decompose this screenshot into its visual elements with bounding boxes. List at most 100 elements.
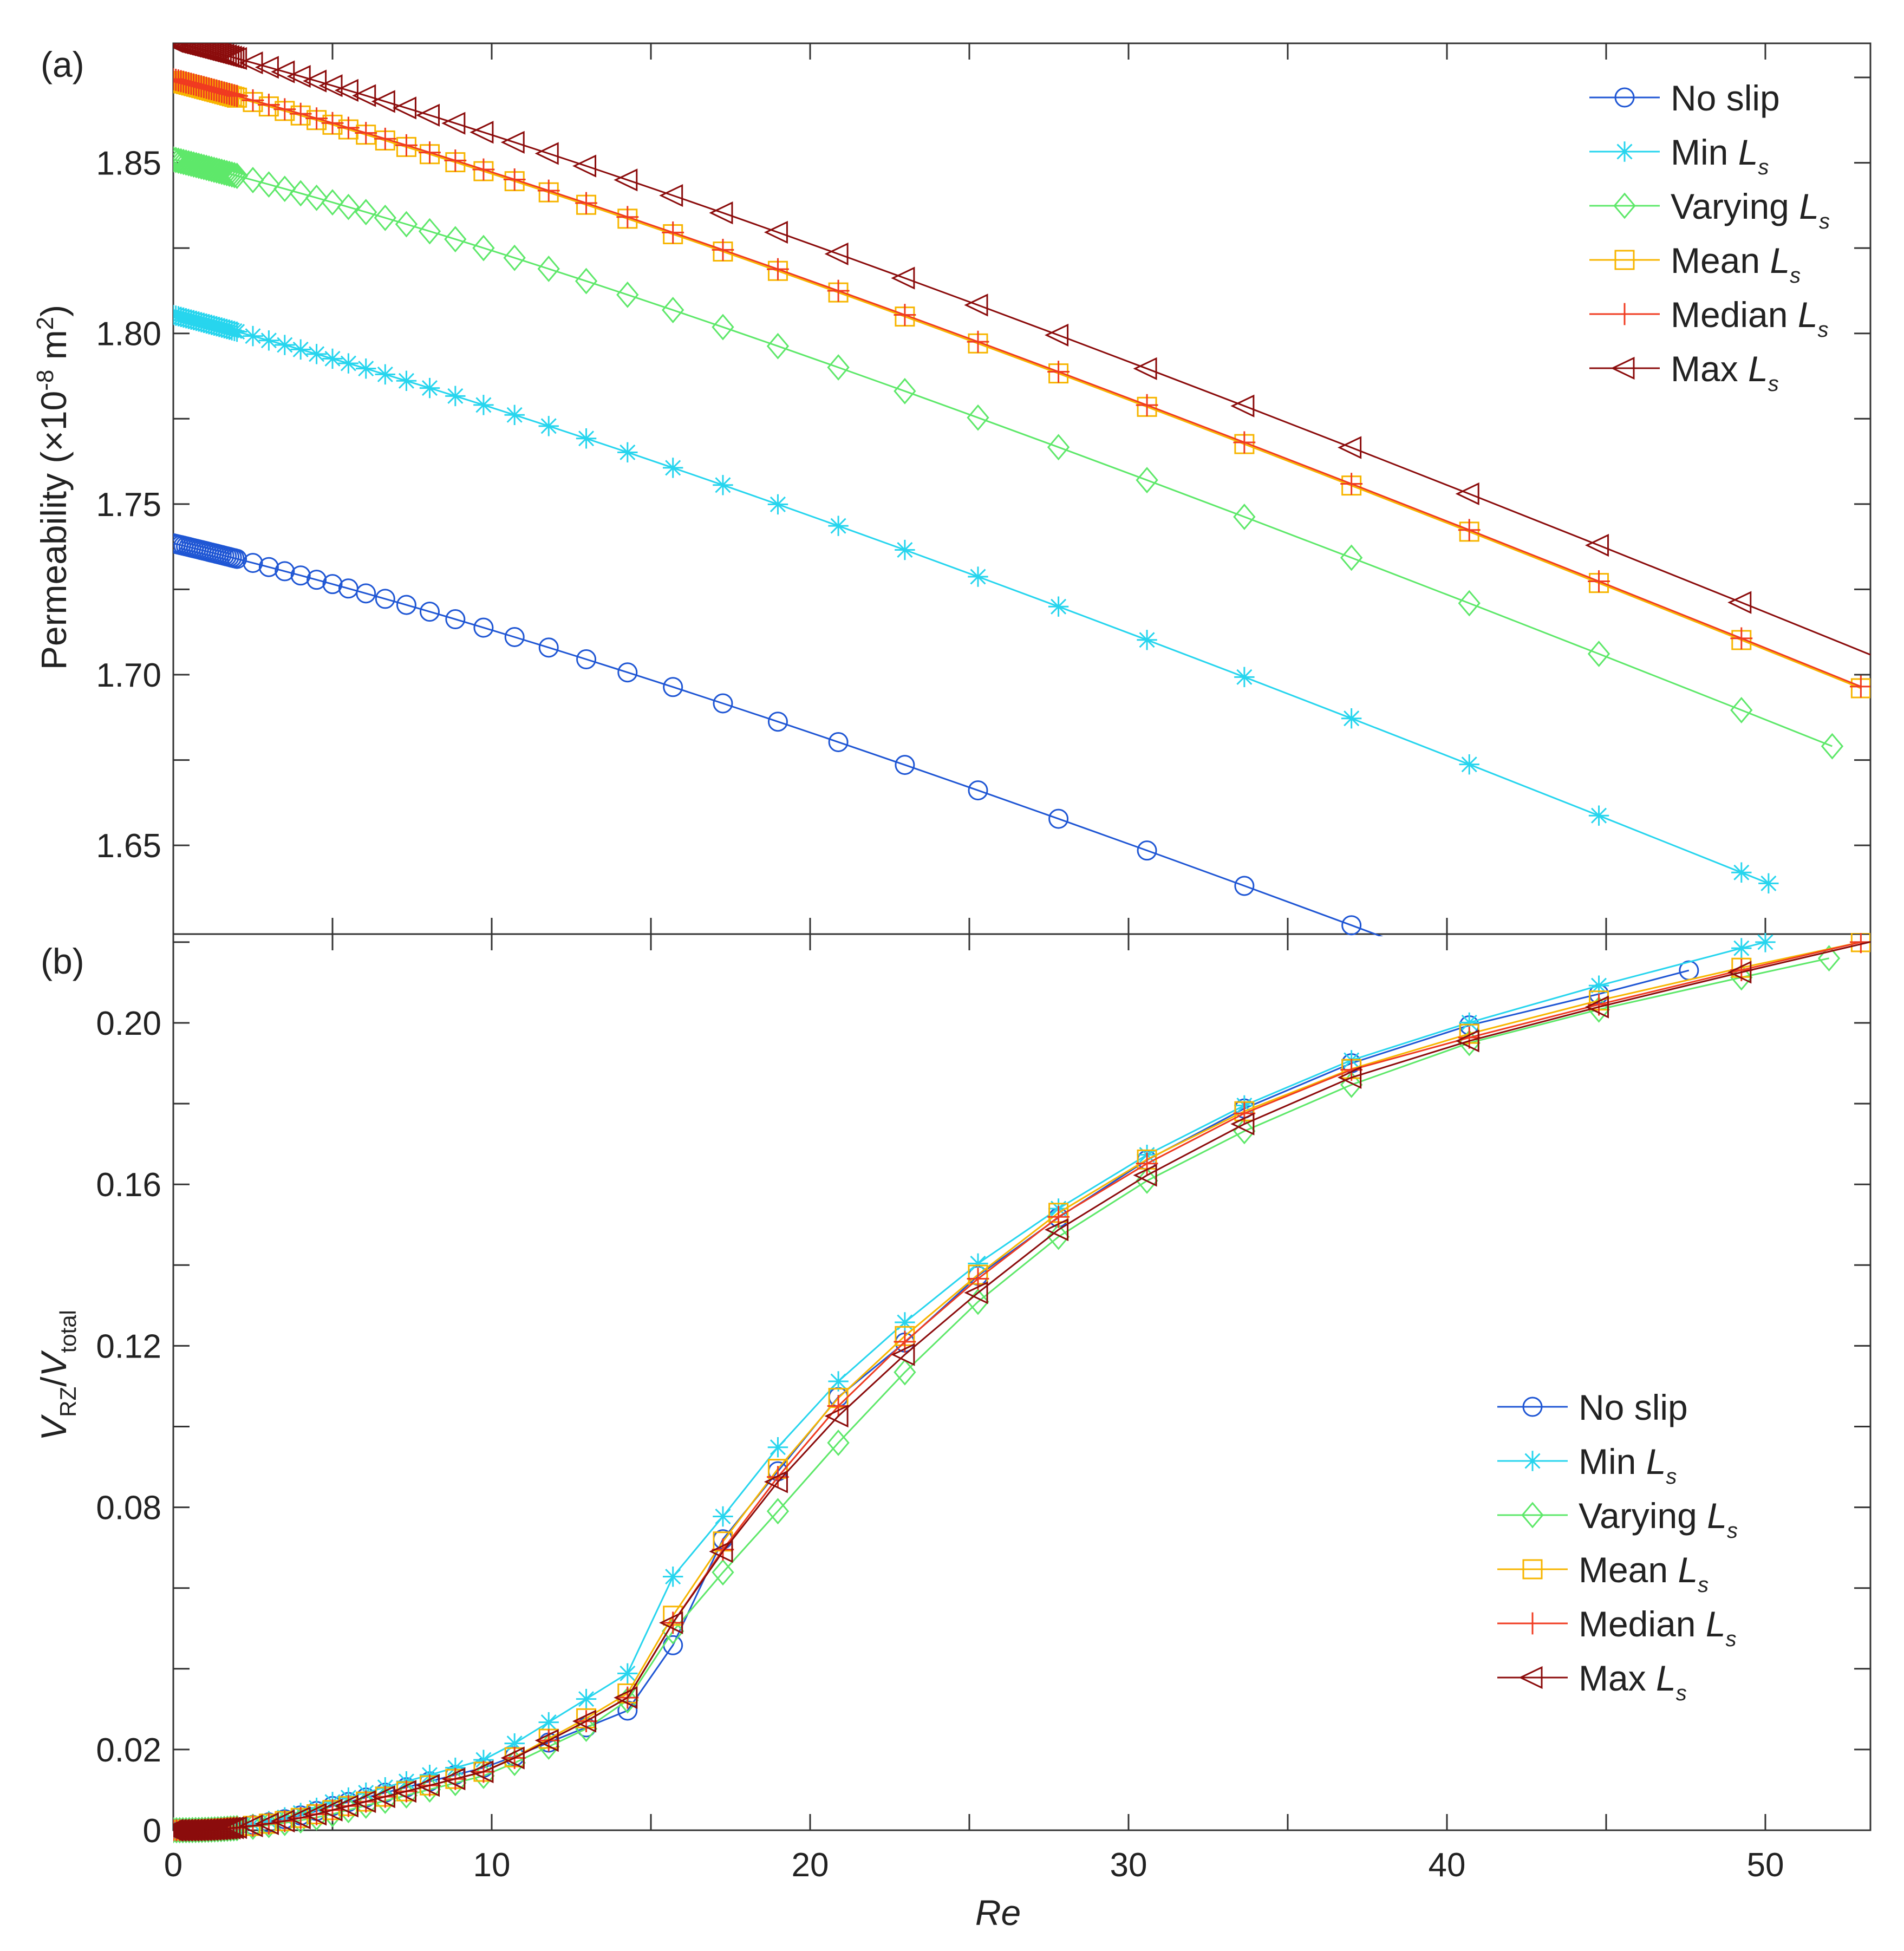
- data-point-a-min: [1758, 873, 1779, 894]
- data-point-a-max: [470, 121, 494, 144]
- panel-a-plot: 1.65 1.70 1.75 1.80 1.85: [96, 43, 1870, 936]
- data-point-b-median: [767, 1466, 789, 1488]
- data-point-a-max: [500, 130, 525, 154]
- panel-b-ytick-label: 0.16: [96, 1166, 161, 1204]
- data-point-b-max: [286, 1806, 311, 1830]
- data-point-b-min: [473, 1750, 494, 1770]
- data-point-b-max: [891, 1343, 915, 1366]
- data-point-a-min: [895, 539, 915, 560]
- x-tick-label: 20: [792, 1846, 829, 1884]
- data-point-a-median: [1233, 431, 1256, 454]
- data-point-b-max: [824, 1405, 849, 1428]
- data-point-a-no-slip: [538, 637, 559, 658]
- data-point-a-min: [258, 330, 279, 351]
- data-point-a-varying: [173, 146, 185, 173]
- data-point-a-varying: [174, 149, 198, 176]
- data-point-a-varying: [1458, 590, 1481, 617]
- data-point-a-varying: [225, 162, 249, 190]
- data-point-b-max: [1874, 928, 1895, 948]
- panel-a-legend-marker-min: [1614, 141, 1635, 162]
- panel-b-frame: [172, 933, 1872, 1831]
- data-point-a-median: [616, 206, 639, 229]
- data-point-a-max: [255, 56, 279, 79]
- data-point-a-median: [419, 141, 441, 164]
- data-point-a-max: [371, 90, 395, 113]
- series-line-a-no-slip: [173, 542, 1384, 936]
- data-point-a-no-slip: [713, 693, 733, 714]
- data-point-a-no-slip: [504, 627, 525, 647]
- data-point-a-varying: [418, 218, 441, 245]
- data-point-b-max: [303, 1803, 327, 1826]
- data-point-b-max: [213, 1817, 238, 1840]
- panel-a-legend-label-varying: Varying Ls: [1671, 186, 1830, 233]
- panel-b-legend-marker-max: [1518, 1666, 1543, 1689]
- data-point-b-min: [828, 1371, 849, 1392]
- panel-a-legend-label-median: Median Ls: [1671, 295, 1829, 342]
- data-point-b-max: [334, 1795, 358, 1818]
- panel-a-ytick-label: 1.85: [96, 145, 161, 182]
- data-point-a-min: [1137, 630, 1157, 650]
- data-point-b-min: [1731, 938, 1752, 958]
- data-point-a-varying: [1233, 504, 1256, 530]
- data-point-b-varying: [766, 1498, 790, 1525]
- data-point-a-no-slip: [617, 662, 638, 683]
- panel-a-ytick-label: 1.65: [96, 827, 161, 865]
- data-point-a-max: [824, 242, 849, 266]
- data-point-a-min: [1459, 754, 1479, 775]
- x-tick-label: 10: [473, 1846, 511, 1884]
- data-point-a-max: [1338, 436, 1362, 459]
- panel-b-ytick-label: 0: [143, 1812, 161, 1850]
- data-point-a-min: [662, 458, 683, 478]
- data-point-a-min: [1731, 862, 1752, 883]
- x-tick-label: 0: [164, 1846, 182, 1884]
- data-point-a-max: [352, 84, 376, 107]
- panel-a-legend-label-no-slip: No slip: [1671, 78, 1780, 118]
- data-point-a-min: [419, 377, 440, 399]
- data-point-b-varying: [1136, 1167, 1158, 1194]
- data-point-a-varying: [766, 332, 790, 360]
- data-point-b-max: [210, 1817, 234, 1841]
- panel-b-legend-marker-min: [1522, 1451, 1543, 1471]
- data-point-a-min: [713, 475, 733, 495]
- panel-a-legend: No slip Min Ls Varying Ls Mean Ls Median Ls M…: [1589, 78, 1830, 396]
- data-point-a-no-slip: [663, 677, 683, 697]
- data-point-a-median: [1136, 394, 1158, 416]
- data-point-a-max: [1585, 533, 1609, 557]
- data-point-a-varying: [395, 211, 418, 238]
- data-point-a-median: [355, 122, 377, 144]
- data-point-b-min: [895, 1312, 915, 1333]
- data-point-a-min: [1048, 596, 1069, 617]
- data-point-a-median: [1047, 361, 1070, 383]
- panel-a-legend-label-max: Max Ls: [1671, 349, 1779, 396]
- data-point-a-no-slip: [290, 565, 311, 586]
- data-point-a-varying: [195, 154, 218, 181]
- data-point-a-max: [572, 154, 597, 178]
- data-point-a-no-slip: [968, 780, 988, 801]
- data-point-b-median: [1136, 1152, 1158, 1175]
- panel-b-legend: No slip Min Ls Varying Ls Mean Ls Median Ls M…: [1497, 1387, 1738, 1705]
- data-point-a-varying: [220, 161, 243, 188]
- data-point-a-median: [273, 98, 296, 121]
- panel-a-legend-marker-varying: [1613, 192, 1636, 219]
- data-point-a-min: [1341, 708, 1362, 729]
- data-point-a-min: [306, 344, 327, 364]
- data-point-a-varying: [180, 151, 203, 178]
- data-point-a-no-slip: [767, 712, 788, 732]
- data-point-a-varying: [575, 267, 598, 295]
- data-point-b-max: [318, 1798, 343, 1822]
- data-point-a-min: [617, 442, 638, 463]
- panel-a-legend-label-min: Min Ls: [1671, 132, 1769, 179]
- data-point-b-max: [1133, 1164, 1157, 1187]
- data-point-a-no-slip: [396, 595, 416, 615]
- data-point-a-max: [223, 47, 247, 70]
- panel-a-ytick-label: 1.75: [96, 486, 161, 524]
- data-point-a-no-slip: [576, 649, 597, 670]
- data-point-b-max: [614, 1686, 638, 1709]
- data-point-a-varying: [472, 234, 495, 262]
- panel-b-legend-label-max: Max Ls: [1579, 1658, 1687, 1705]
- data-point-a-no-slip: [275, 561, 295, 582]
- data-point-a-varying: [712, 314, 734, 341]
- data-point-a-median: [226, 84, 248, 107]
- data-point-a-varying: [355, 199, 377, 226]
- data-point-a-median: [575, 192, 597, 214]
